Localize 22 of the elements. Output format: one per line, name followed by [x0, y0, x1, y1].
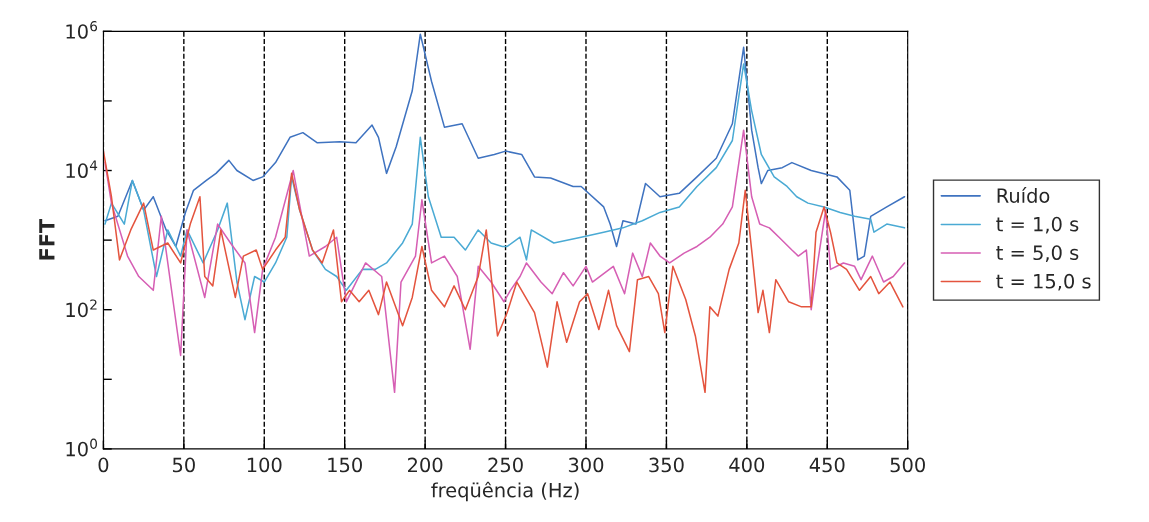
legend-label: t = 15,0 s [996, 273, 1091, 291]
y-tick-label: 10$^{6}$ [66, 21, 98, 39]
x-tick-label: 250 [488, 457, 523, 473]
x-tick-label: 400 [729, 457, 765, 473]
x-tick-label: 300 [568, 457, 604, 473]
x-axis-title: freqüência (Hz) [431, 481, 579, 502]
x-tick-label: 150 [328, 457, 362, 473]
legend-label: t = 5,0 s [996, 245, 1079, 263]
y-tick-label: 10$^{0}$ [66, 438, 98, 457]
x-tick-label: 450 [809, 457, 845, 473]
legend-label: t = 1,0 s [996, 216, 1079, 234]
y-tick-label: 10$^{2}$ [66, 299, 97, 318]
x-tick-label: 500 [890, 457, 925, 473]
y-tick-label: 10$^{4}$ [66, 160, 98, 179]
x-tick-label: 50 [172, 457, 195, 473]
x-tick-label: 200 [408, 457, 443, 473]
legend-label: Ruído [997, 187, 1050, 203]
x-tick-label: 100 [247, 457, 282, 473]
line-series [104, 63, 906, 321]
y-axis-title: FFT [39, 218, 55, 260]
x-tick-label: 0 [98, 457, 109, 473]
x-tick-label: 350 [649, 457, 684, 473]
